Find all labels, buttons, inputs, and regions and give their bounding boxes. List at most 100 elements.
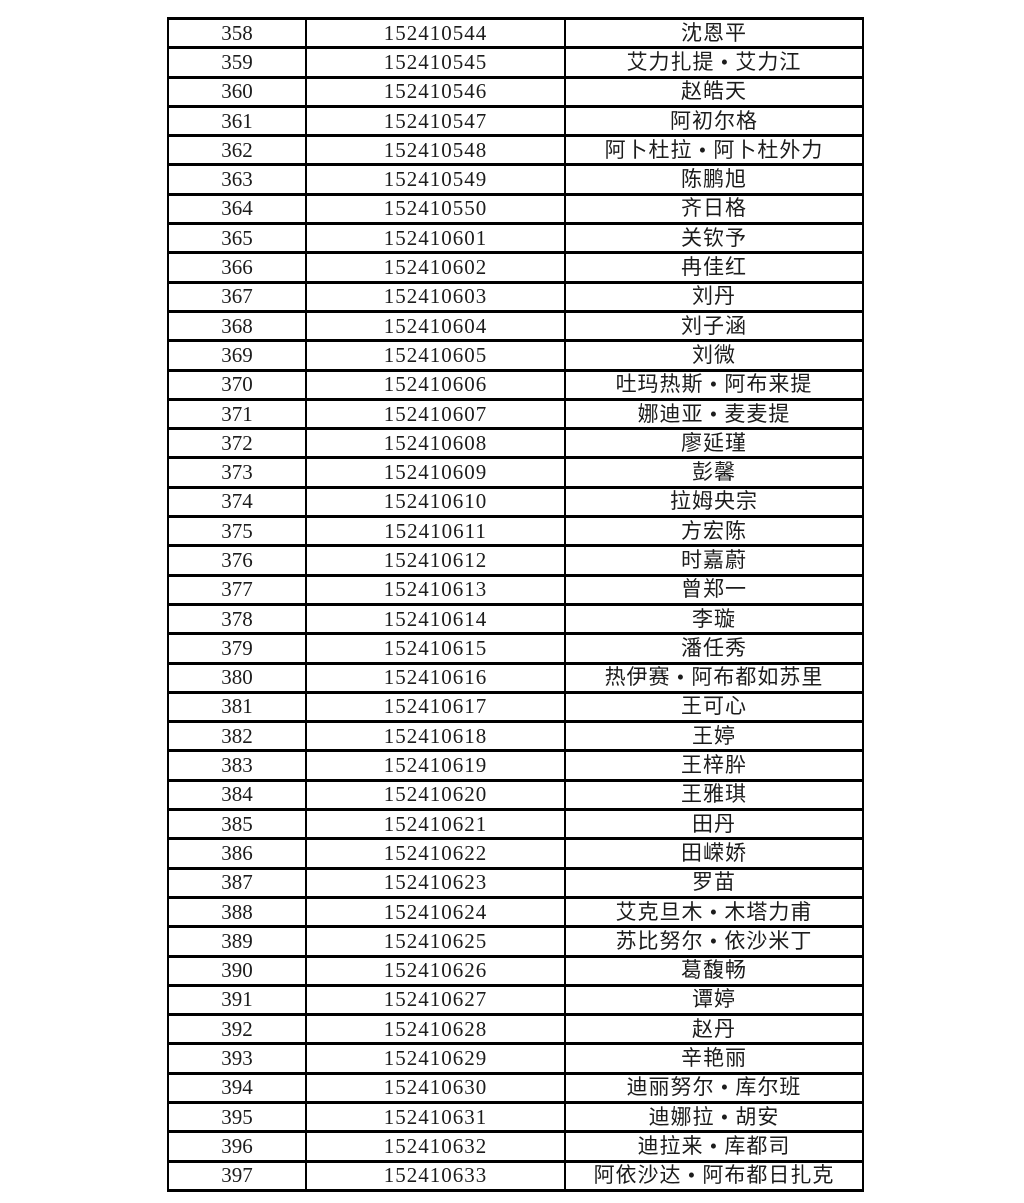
table-row: 364 152410550 齐日格 (167, 192, 864, 226)
seq-cell: 391 (167, 983, 307, 1017)
seq-cell: 396 (167, 1130, 307, 1163)
seq-cell: 381 (167, 690, 307, 724)
name-cell: 艾力扎提 • 艾力江 (564, 46, 864, 79)
id-cell: 152410547 (305, 104, 566, 138)
id-cell: 152410608 (305, 427, 566, 460)
id-cell: 152410623 (305, 866, 566, 899)
id-cell: 152410629 (305, 1042, 566, 1075)
id-cell: 152410602 (305, 251, 566, 284)
table-row: 380 152410616 热伊赛 • 阿布都如苏里 (167, 661, 864, 694)
table-row: 381 152410617 王可心 (167, 690, 864, 724)
seq-cell: 375 (167, 515, 307, 548)
table-row: 361 152410547 阿初尔格 (167, 104, 864, 138)
name-cell: 方宏陈 (564, 515, 864, 548)
name-cell: 关钦予 (564, 222, 864, 255)
table-row: 387 152410623 罗苗 (167, 866, 864, 899)
name-cell: 迪拉来 • 库都司 (564, 1130, 864, 1163)
table-row: 360 152410546 赵皓天 (167, 75, 864, 108)
name-cell: 迪丽努尔 • 库尔班 (564, 1071, 864, 1104)
table-row: 376 152410612 时嘉蔚 (167, 544, 864, 577)
seq-cell: 359 (167, 46, 307, 79)
id-cell: 152410549 (305, 163, 566, 196)
name-cell: 田嵘娇 (564, 837, 864, 870)
table-row: 396 152410632 迪拉来 • 库都司 (167, 1130, 864, 1163)
name-cell: 刘子涵 (564, 309, 864, 343)
id-cell: 152410548 (305, 134, 566, 167)
name-cell: 刘微 (564, 339, 864, 372)
seq-cell: 383 (167, 749, 307, 782)
id-cell: 152410624 (305, 895, 566, 929)
name-cell: 艾克旦木 • 木塔力甫 (564, 895, 864, 929)
id-cell: 152410632 (305, 1130, 566, 1163)
seq-cell: 373 (167, 456, 307, 489)
seq-cell: 397 (167, 1159, 307, 1192)
id-cell: 152410545 (305, 46, 566, 79)
id-cell: 152410630 (305, 1071, 566, 1104)
id-cell: 152410606 (305, 368, 566, 401)
seq-cell: 368 (167, 309, 307, 343)
table-row: 373 152410609 彭馨 (167, 456, 864, 489)
id-cell: 152410601 (305, 222, 566, 255)
name-cell: 阿初尔格 (564, 104, 864, 138)
id-cell: 152410622 (305, 837, 566, 870)
seq-cell: 374 (167, 485, 307, 519)
table-row: 374 152410610 拉姆央宗 (167, 485, 864, 519)
table-row: 377 152410613 曾郑一 (167, 573, 864, 606)
table-row: 395 152410631 迪娜拉 • 胡安 (167, 1100, 864, 1134)
seq-cell: 393 (167, 1042, 307, 1075)
seq-cell: 379 (167, 632, 307, 665)
name-cell: 刘丹 (564, 280, 864, 313)
table-row: 375 152410611 方宏陈 (167, 515, 864, 548)
seq-cell: 387 (167, 866, 307, 899)
table-row: 384 152410620 王雅琪 (167, 778, 864, 812)
seq-cell: 378 (167, 602, 307, 636)
table-row: 394 152410630 迪丽努尔 • 库尔班 (167, 1071, 864, 1104)
name-cell: 阿卜杜拉 • 阿卜杜外力 (564, 134, 864, 167)
table-row: 362 152410548 阿卜杜拉 • 阿卜杜外力 (167, 134, 864, 167)
table-row: 393 152410629 辛艳丽 (167, 1042, 864, 1075)
name-cell: 王可心 (564, 690, 864, 724)
id-cell: 152410625 (305, 925, 566, 958)
name-cell: 冉佳红 (564, 251, 864, 284)
seq-cell: 395 (167, 1100, 307, 1134)
seq-cell: 389 (167, 925, 307, 958)
roster-table: 358 152410544 沈恩平 359 152410545 艾力扎提 • 艾力江 360… (167, 16, 864, 1192)
id-cell: 152410609 (305, 456, 566, 489)
table-row: 369 152410605 刘微 (167, 339, 864, 372)
id-cell: 152410613 (305, 573, 566, 606)
seq-cell: 394 (167, 1071, 307, 1104)
table-row: 366 152410602 冉佳红 (167, 251, 864, 284)
seq-cell: 365 (167, 222, 307, 255)
seq-cell: 382 (167, 720, 307, 753)
name-cell: 谭婷 (564, 983, 864, 1017)
table-row: 391 152410627 谭婷 (167, 983, 864, 1017)
table-row: 371 152410607 娜迪亚 • 麦麦提 (167, 397, 864, 431)
id-cell: 152410604 (305, 309, 566, 343)
table-row: 363 152410549 陈鹏旭 (167, 163, 864, 196)
name-cell: 廖延瑾 (564, 427, 864, 460)
seq-cell: 376 (167, 544, 307, 577)
name-cell: 热伊赛 • 阿布都如苏里 (564, 661, 864, 694)
seq-cell: 388 (167, 895, 307, 929)
name-cell: 娜迪亚 • 麦麦提 (564, 397, 864, 431)
seq-cell: 369 (167, 339, 307, 372)
seq-cell: 367 (167, 280, 307, 313)
id-cell: 152410627 (305, 983, 566, 1017)
seq-cell: 386 (167, 837, 307, 870)
seq-cell: 358 (167, 16, 307, 50)
seq-cell: 380 (167, 661, 307, 694)
name-cell: 陈鹏旭 (564, 163, 864, 196)
id-cell: 152410628 (305, 1013, 566, 1046)
seq-cell: 371 (167, 397, 307, 431)
name-cell: 王雅琪 (564, 778, 864, 812)
table-row: 365 152410601 关钦予 (167, 222, 864, 255)
table-row: 383 152410619 王梓肸 (167, 749, 864, 782)
id-cell: 152410618 (305, 720, 566, 753)
table-row: 388 152410624 艾克旦木 • 木塔力甫 (167, 895, 864, 929)
table-row: 379 152410615 潘任秀 (167, 632, 864, 665)
table-row: 370 152410606 吐玛热斯 • 阿布来提 (167, 368, 864, 401)
table-row: 390 152410626 葛馥畅 (167, 954, 864, 987)
name-cell: 齐日格 (564, 192, 864, 226)
name-cell: 沈恩平 (564, 16, 864, 50)
name-cell: 王梓肸 (564, 749, 864, 782)
